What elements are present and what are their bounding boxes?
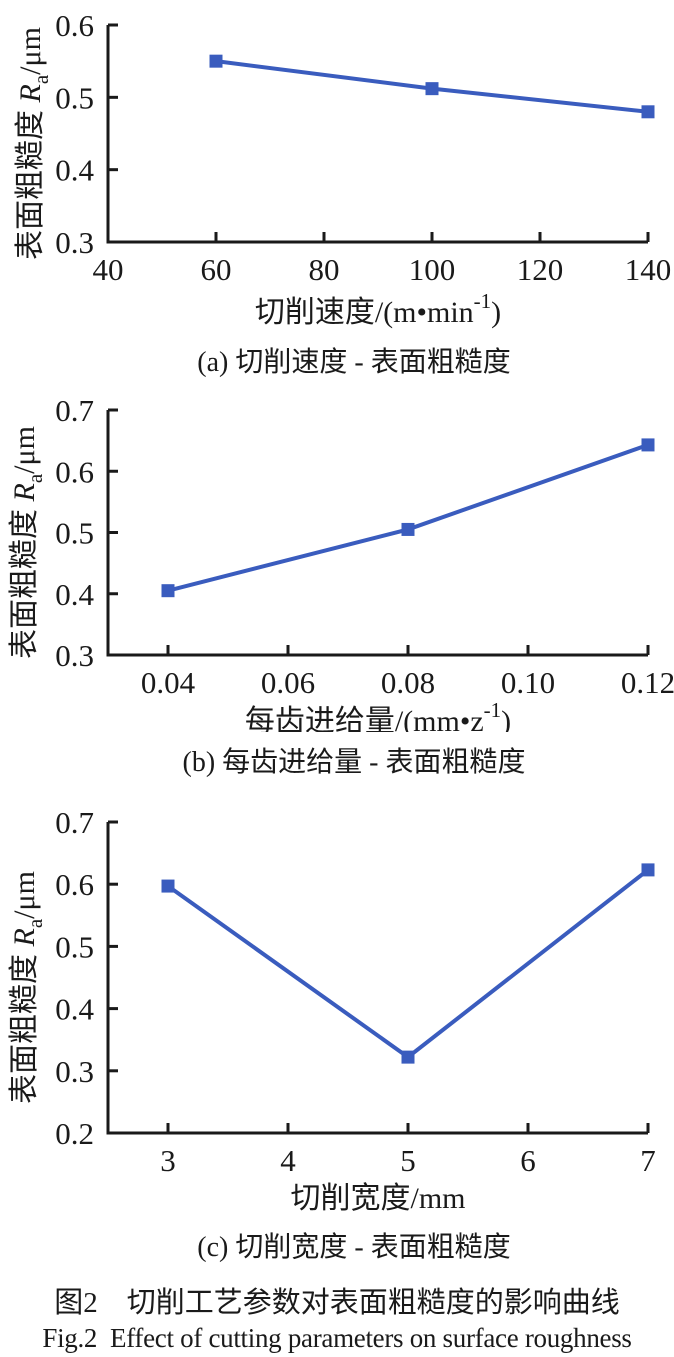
svg-text:60: 60: [201, 252, 232, 287]
svg-text:0.4: 0.4: [55, 153, 94, 188]
figure-caption-english: Fig.2 Effect of cutting parameters on su…: [42, 1323, 632, 1353]
svg-text:7: 7: [640, 1143, 656, 1178]
svg-text:0.3: 0.3: [55, 225, 94, 260]
svg-text:140: 140: [625, 252, 672, 287]
svg-text:0.6: 0.6: [55, 8, 94, 43]
svg-text:表面粗糙度 Ra/μm: 表面粗糙度 Ra/μm: [8, 426, 47, 659]
svg-text:3: 3: [160, 1143, 176, 1178]
chart-a-cutting-speed-vs-roughness: 40 60 80 100 120 140 0.3 0.4 0.5 0.6 切削速度/(m•min-1…: [14, 8, 672, 329]
svg-text:切削速度/(m•min-1): 切削速度/(m•min-1): [255, 289, 501, 329]
svg-text:0.3: 0.3: [55, 1054, 94, 1089]
svg-text:0.7: 0.7: [55, 393, 94, 428]
svg-text:0.7: 0.7: [55, 805, 94, 840]
svg-text:6: 6: [520, 1143, 536, 1178]
svg-text:0.4: 0.4: [55, 577, 94, 612]
svg-text:0.08: 0.08: [381, 665, 435, 700]
chart-c-caption: (c) 切削宽度 - 表面粗糙度: [197, 1232, 511, 1263]
chart-b-feed-per-tooth-vs-roughness: 0.04 0.06 0.08 0.10 0.12 0.3 0.4 0.5 0.6 0.7 每齿进给量…: [8, 393, 674, 732]
svg-text:0.12: 0.12: [621, 665, 674, 700]
svg-text:0.10: 0.10: [501, 665, 555, 700]
svg-text:0.3: 0.3: [55, 638, 94, 673]
svg-text:4: 4: [280, 1143, 296, 1178]
svg-text:0.5: 0.5: [55, 929, 94, 964]
svg-text:0.5: 0.5: [55, 80, 94, 115]
chart-c-cutting-width-vs-roughness: 3 4 5 6 7 0.2 0.3 0.4 0.5 0.6 0.7 切削宽度/mm 表面粗糙度 Ra/μ…: [8, 805, 656, 1213]
chart-a-caption: (a) 切削速度 - 表面粗糙度: [197, 347, 511, 378]
svg-text:80: 80: [309, 252, 340, 287]
svg-text:5: 5: [400, 1143, 416, 1178]
svg-text:120: 120: [517, 252, 564, 287]
svg-text:0.6: 0.6: [55, 867, 94, 902]
svg-text:表面粗糙度 Ra/μm: 表面粗糙度 Ra/μm: [8, 871, 47, 1104]
chart-b-caption: (b) 每齿进给量 - 表面粗糙度: [182, 747, 526, 778]
svg-text:0.06: 0.06: [261, 665, 315, 700]
svg-text:每齿进给量/(mm•z-1): 每齿进给量/(mm•z-1): [245, 698, 511, 732]
svg-text:100: 100: [409, 252, 456, 287]
svg-text:0.2: 0.2: [55, 1116, 94, 1151]
svg-text:40: 40: [93, 252, 124, 287]
svg-text:切削宽度/mm: 切削宽度/mm: [290, 1182, 465, 1213]
svg-text:表面粗糙度 Ra/μm: 表面粗糙度 Ra/μm: [14, 27, 53, 260]
svg-text:0.4: 0.4: [55, 992, 94, 1027]
svg-text:0.5: 0.5: [55, 516, 94, 551]
svg-text:0.6: 0.6: [55, 454, 94, 489]
svg-text:0.04: 0.04: [141, 665, 196, 700]
figure-caption-chinese: 图2 切削工艺参数对表面粗糙度的影响曲线: [54, 1287, 620, 1319]
